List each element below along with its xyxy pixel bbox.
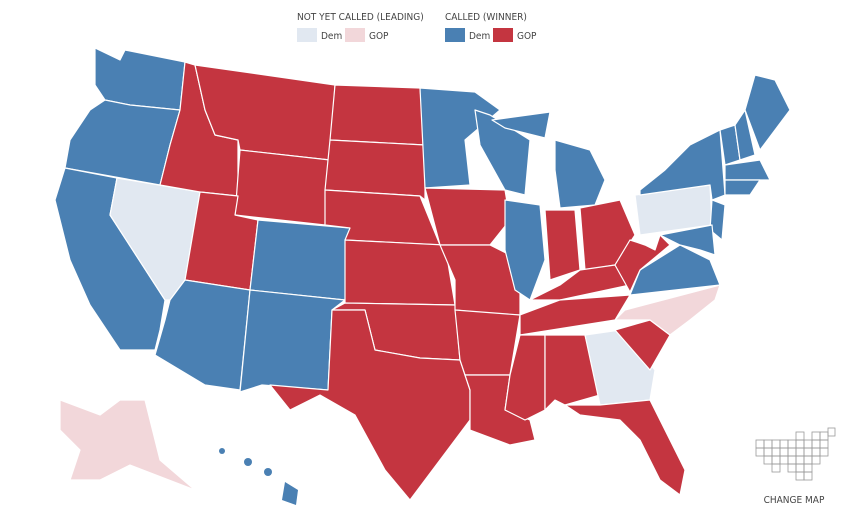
legend-label: GOP [369, 31, 389, 42]
legend-swatch [445, 28, 465, 42]
state [329, 84, 426, 146]
state [519, 294, 631, 336]
legend-swatch [493, 28, 513, 42]
state [491, 111, 551, 139]
state [234, 149, 331, 226]
state [744, 74, 791, 151]
state [564, 399, 686, 496]
legend-label: Dem [469, 31, 490, 42]
state [544, 209, 581, 281]
legend-label: Dem [321, 31, 342, 42]
state [474, 109, 531, 196]
legend-swatch [345, 28, 365, 42]
button-label: CHANGE MAP [764, 495, 825, 506]
legend-group-title: NOT YET CALLED (LEADING) [297, 12, 424, 23]
state [709, 199, 726, 241]
state [724, 179, 761, 196]
legend: NOT YET CALLED (LEADING) Dem GOP CALLED (WI… [297, 12, 537, 42]
legend-group-title: CALLED (WINNER) [445, 12, 527, 23]
state [639, 129, 726, 201]
state [424, 187, 511, 246]
us-map [54, 47, 791, 505]
state [282, 482, 298, 505]
state [264, 468, 272, 476]
legend-swatch [297, 28, 317, 42]
state [659, 224, 716, 256]
state [724, 159, 771, 181]
state [734, 109, 756, 161]
state [324, 139, 426, 201]
state [249, 219, 351, 301]
change-map-button[interactable]: CHANGE MAP [755, 427, 836, 506]
state [219, 448, 225, 454]
state [554, 139, 606, 209]
state [59, 399, 196, 491]
state [584, 329, 656, 406]
map-grid-icon [755, 427, 836, 481]
state [244, 458, 252, 466]
legend-label: GOP [517, 31, 537, 42]
state [454, 309, 521, 376]
state [344, 239, 456, 306]
state [614, 284, 721, 336]
state [269, 309, 471, 501]
state [529, 264, 631, 301]
